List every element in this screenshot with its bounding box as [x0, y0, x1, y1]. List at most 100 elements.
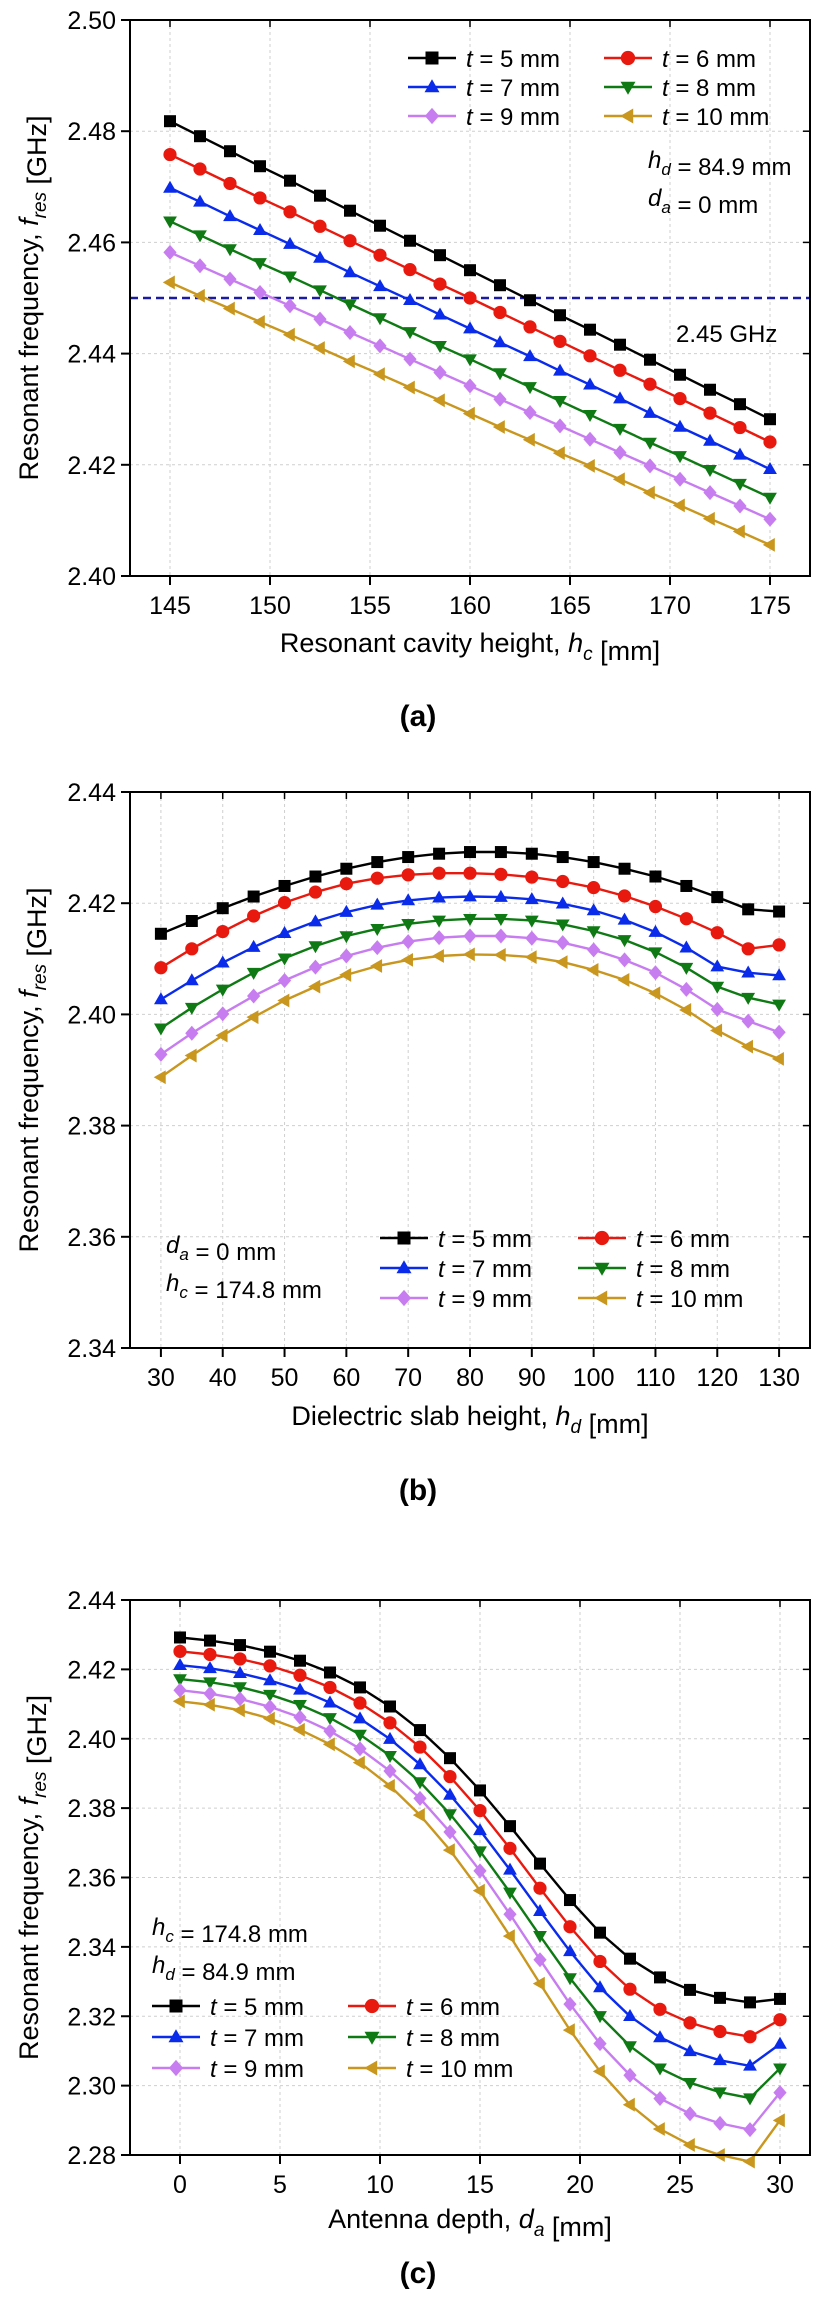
legend-marker	[594, 1290, 608, 1306]
data-point	[373, 313, 387, 326]
data-point	[284, 174, 296, 187]
x-tick-label: 50	[271, 1364, 299, 1392]
x-tick-label: 25	[666, 2171, 694, 2199]
x-tick-label: 0	[173, 2171, 187, 2199]
chart-panel-c: 0 5 10 15 20 25 30 2.28 2.30 2.32 2.34 2.36 2.38 2.40…	[14, 1587, 811, 2290]
data-point	[563, 1973, 577, 1986]
data-point	[773, 2036, 787, 2049]
data-point	[494, 846, 507, 859]
data-point	[370, 897, 385, 910]
legend-marker	[594, 1230, 610, 1246]
data-point	[772, 999, 786, 1012]
x-tick-label: 30	[147, 1364, 175, 1392]
y-tick-label: 2.40	[67, 1001, 116, 1029]
data-point	[649, 870, 662, 883]
data-point	[443, 1769, 457, 1784]
data-point	[401, 868, 415, 882]
data-point	[353, 1729, 367, 1742]
data-point	[173, 1674, 187, 1687]
data-point	[763, 435, 777, 449]
annotation: hd = 84.9 mm	[648, 147, 792, 181]
legend-item: t = 5 mm	[152, 1994, 304, 2021]
legend-item: t = 5 mm	[380, 1226, 532, 1253]
legend-label: t = 10 mm	[662, 104, 769, 131]
series-4	[154, 913, 786, 1036]
x-tick-label: 70	[394, 1364, 422, 1392]
data-point	[247, 890, 260, 903]
data-point	[733, 498, 747, 514]
data-point	[215, 984, 230, 997]
series-1	[164, 115, 776, 426]
legend-marker	[364, 2060, 378, 2076]
series-5	[163, 244, 777, 527]
data-point	[283, 205, 297, 219]
legend-item: t = 6 mm	[348, 1994, 500, 2021]
data-point	[714, 1991, 726, 2004]
data-point	[412, 1808, 425, 1822]
data-point	[185, 1025, 199, 1041]
data-point	[163, 147, 177, 162]
data-point	[353, 1696, 367, 1710]
data-point	[432, 393, 445, 408]
data-point	[523, 405, 537, 421]
data-point	[594, 1926, 606, 1939]
data-point	[741, 965, 756, 978]
data-point	[293, 1699, 307, 1712]
data-point	[194, 130, 206, 143]
data-point	[493, 391, 507, 407]
data-point	[443, 1809, 457, 1822]
data-point	[339, 931, 354, 944]
data-point	[283, 271, 297, 284]
data-point	[432, 930, 446, 946]
data-point	[525, 847, 538, 860]
data-point	[702, 511, 715, 526]
data-point	[679, 1003, 692, 1017]
series-6	[172, 1694, 785, 2169]
legend-label: t = 5 mm	[438, 1226, 532, 1253]
data-point	[309, 870, 322, 883]
chart-panel-b: 30 40 50 60 70 80 90 100 110 120 130 2.34 2.36 2.38 2.…	[14, 779, 811, 1507]
legend-marker	[425, 51, 439, 65]
data-point	[203, 1677, 217, 1690]
data-point	[586, 903, 601, 916]
data-point	[223, 176, 237, 191]
data-point	[734, 398, 746, 411]
data-point	[154, 992, 168, 1005]
data-point	[216, 924, 230, 939]
data-point	[443, 1824, 457, 1840]
legend-item: t = 8 mm	[604, 75, 756, 102]
legend-marker	[364, 2031, 380, 2045]
legend-item: t = 7 mm	[408, 75, 560, 102]
data-point	[680, 879, 693, 892]
panel-label: (c)	[400, 2257, 437, 2290]
data-point	[555, 896, 570, 909]
y-tick-label: 2.48	[67, 118, 116, 146]
annotation: da = 0 mm	[648, 185, 758, 219]
data-point	[772, 1024, 786, 1040]
data-point	[553, 396, 567, 409]
data-point	[154, 961, 168, 975]
data-point	[618, 862, 631, 875]
data-point	[339, 877, 353, 891]
legend-label: t = 8 mm	[662, 75, 756, 102]
data-point	[653, 2063, 667, 2076]
data-point	[184, 973, 199, 986]
data-point	[504, 1820, 516, 1833]
data-point	[494, 889, 508, 902]
data-point	[654, 1971, 666, 1984]
data-point	[562, 2023, 575, 2038]
data-point	[772, 938, 786, 952]
series-3	[154, 889, 786, 1005]
data-point	[232, 1703, 245, 1718]
data-point	[172, 1694, 185, 1709]
data-point	[493, 335, 507, 348]
data-point	[563, 1944, 577, 1957]
data-point	[462, 406, 475, 421]
data-point	[246, 939, 261, 952]
data-point	[741, 942, 755, 956]
data-point	[382, 1779, 395, 1793]
annotation: hc = 174.8 mm	[152, 1914, 308, 1948]
data-point	[403, 293, 417, 306]
data-point	[643, 377, 657, 391]
